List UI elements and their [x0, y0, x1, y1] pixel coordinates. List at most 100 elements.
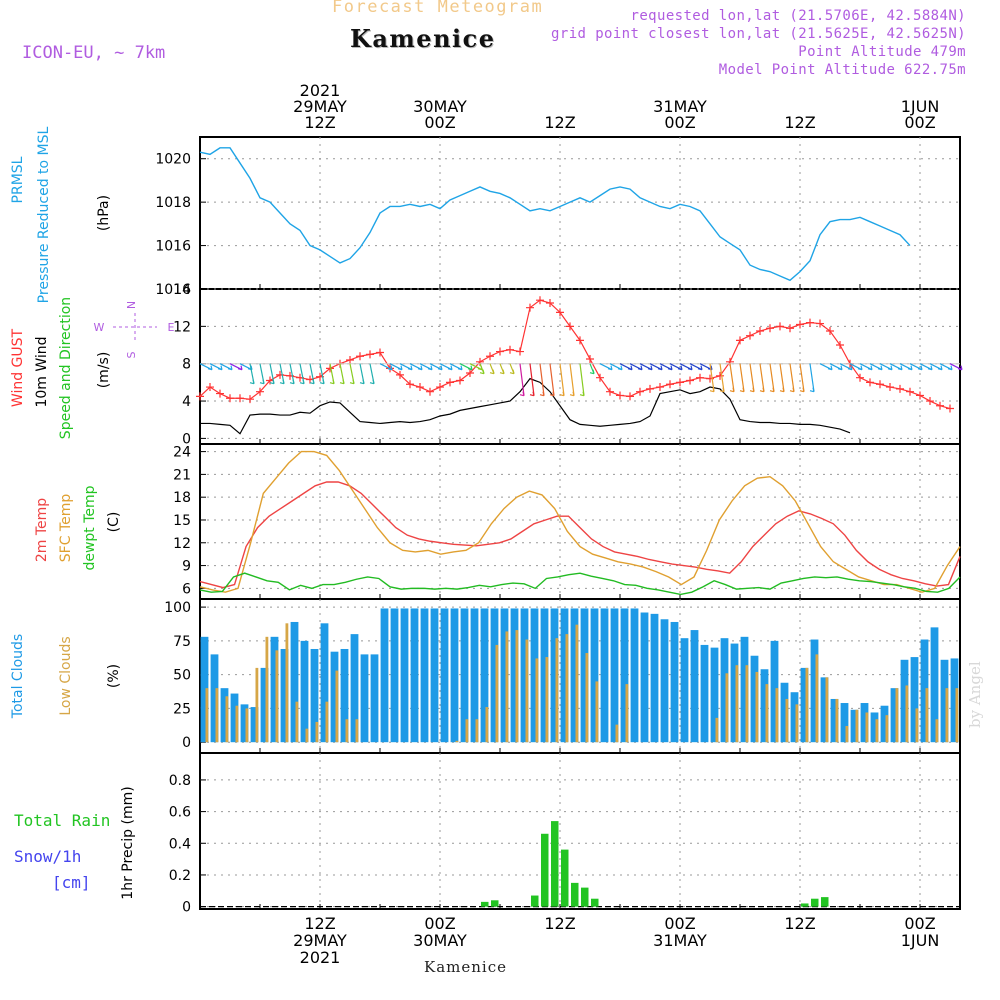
total-cloud-bar	[740, 636, 749, 743]
total-cloud-bar	[410, 608, 419, 743]
wind-arrow-head	[637, 365, 643, 371]
total-cloud-bar	[900, 659, 909, 743]
low-cloud-bar	[315, 721, 319, 743]
wind-arrow-head	[937, 365, 943, 371]
total-cloud-bar	[660, 619, 669, 743]
time-label-bottom: 12Z	[304, 914, 335, 933]
low-cloud-bar	[465, 719, 469, 743]
total-cloud-bar	[200, 636, 209, 743]
total-cloud-bar	[940, 659, 949, 743]
gust-marker	[206, 383, 214, 392]
gust-marker	[596, 373, 604, 382]
label-cm: [cm]	[52, 873, 91, 892]
gust-marker	[556, 308, 564, 317]
wind-arrow-head	[887, 365, 893, 371]
label-wind-gust: Wind GUST	[10, 328, 26, 407]
wind-direction-arrow	[559, 363, 565, 396]
total-cloud-bar	[270, 636, 279, 743]
time-label-top: 2021	[300, 81, 341, 100]
time-label-bottom: 31MAY	[653, 931, 707, 950]
label-celsius: (C)	[106, 512, 122, 533]
gust-marker	[516, 347, 524, 356]
wind-arrow-head	[947, 365, 953, 371]
low-cloud-bar	[345, 719, 349, 743]
low-cloud-bar	[485, 707, 489, 743]
low-cloud-bar	[735, 665, 739, 743]
total-cloud-bar	[760, 669, 769, 743]
total-cloud-bar	[790, 692, 799, 743]
low-cloud-bar	[625, 684, 629, 743]
gust-marker	[406, 380, 414, 389]
gust-marker	[346, 355, 354, 364]
wind-arrow-head	[529, 391, 535, 397]
wind-arrow-head	[907, 365, 913, 371]
y-tick-label: 9	[182, 559, 191, 575]
low-cloud-bar	[285, 623, 289, 743]
y-tick-label: 0.8	[169, 773, 191, 789]
gust-marker	[356, 352, 364, 361]
total-cloud-bar	[440, 608, 449, 743]
gust-marker	[916, 391, 924, 400]
total-cloud-bar	[880, 705, 889, 743]
gust-marker	[626, 392, 634, 401]
wind-arrow-head	[207, 365, 213, 371]
time-label-bottom: 00Z	[904, 914, 935, 933]
total-cloud-bar	[500, 608, 509, 743]
total-cloud-bar	[470, 608, 479, 743]
total-cloud-bar	[850, 709, 859, 743]
y-tick-label: 75	[173, 634, 191, 650]
wind-arrow-head	[677, 365, 683, 371]
total-cloud-bar	[690, 630, 699, 743]
gust-marker	[636, 387, 644, 396]
total-cloud-bar	[420, 608, 429, 743]
wind-arrow-head	[339, 379, 345, 385]
time-label-top: 12Z	[544, 113, 575, 132]
low-cloud-bar	[355, 719, 359, 743]
gust-marker	[646, 384, 654, 393]
total-cloud-bar	[490, 608, 499, 743]
total-cloud-bar	[560, 608, 569, 743]
rain-bar	[481, 901, 489, 907]
wind-arrow-head	[499, 369, 505, 375]
wind-arrow-head	[739, 387, 745, 393]
total-cloud-bar	[890, 688, 899, 743]
gust-marker	[716, 371, 724, 380]
wind-arrow-head	[319, 379, 325, 385]
total-cloud-bar	[380, 608, 389, 743]
model-altitude: Model Point Altitude 622.75m	[718, 62, 966, 78]
rain-bar	[551, 821, 559, 907]
gust-marker	[866, 378, 874, 387]
wind-direction-arrow	[539, 363, 545, 396]
footer-location: Kamenice	[424, 958, 507, 976]
y-tick-label: 1020	[155, 152, 191, 168]
label-1hr-precip: 1hr Precip (mm)	[120, 786, 136, 899]
time-label-bottom: 00Z	[664, 914, 695, 933]
gust-marker	[806, 318, 814, 327]
gust-marker	[816, 319, 824, 328]
low-cloud-bar	[765, 684, 769, 743]
gust-marker	[666, 380, 674, 389]
low-cloud-bar	[335, 670, 339, 743]
total-cloud-bar	[720, 638, 729, 743]
rain-bar	[491, 900, 499, 907]
total-cloud-bar	[800, 667, 809, 743]
wind-arrow-head	[467, 365, 473, 371]
time-label-bottom: 1JUN	[901, 931, 940, 950]
y-tick-label: 15	[173, 513, 191, 529]
wind-arrow-head	[957, 365, 963, 371]
gust-marker	[616, 391, 624, 400]
rain-bar	[581, 887, 589, 907]
gust-marker	[426, 387, 434, 396]
total-cloud-bar	[620, 608, 629, 743]
wind-arrow-head	[249, 379, 255, 385]
wind-arrow-head	[729, 387, 735, 393]
wind-arrow-head	[749, 387, 755, 393]
wind-arrow-head	[719, 387, 725, 393]
label-2m-temp: 2m Temp	[34, 498, 50, 562]
total-cloud-bar	[360, 654, 369, 743]
low-cloud-bar	[725, 673, 729, 743]
wind-arrow-head	[779, 387, 785, 393]
total-cloud-bar	[240, 704, 249, 743]
y-tick-label: 12	[173, 319, 191, 335]
time-label-top: 30MAY	[413, 97, 467, 116]
